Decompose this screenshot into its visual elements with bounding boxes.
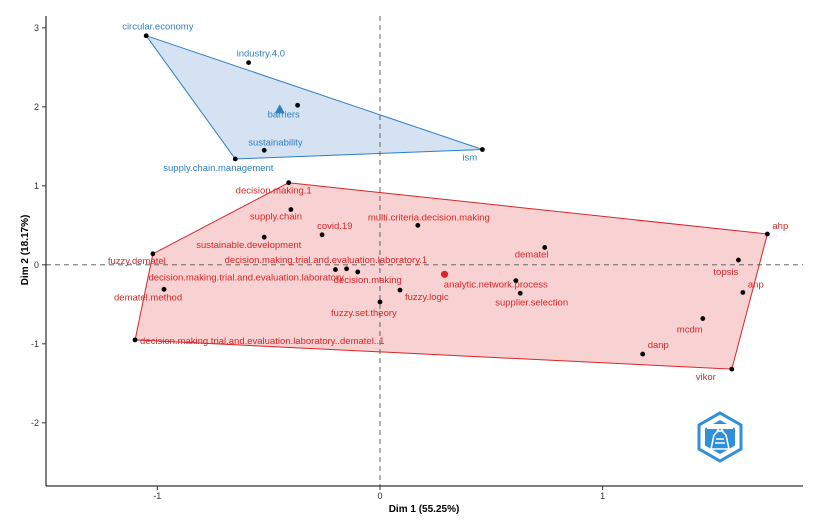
point-sustainability: [261, 147, 267, 153]
point-sustainable-development: [261, 234, 267, 240]
label-decision-making-trial-and-evaluation-laboratory-dematel-1: decision.making.trial.and.evaluation.lab…: [140, 336, 384, 347]
point-fuzzy-dematel: [150, 251, 156, 257]
label-dematel: dematel: [515, 249, 549, 260]
cluster-2-hull: [134, 182, 769, 370]
y-tick-label: 2: [34, 102, 39, 112]
y-tick-label: 0: [34, 260, 39, 270]
point-anp: [740, 290, 746, 295]
label-sustainable-development: sustainable.development: [196, 240, 301, 251]
label-supplier-selection: supplier.selection: [495, 297, 568, 308]
label-barriers: barriers: [268, 109, 300, 120]
label-decision-making: decision.making: [334, 275, 402, 286]
y-tick-label: -2: [31, 418, 39, 428]
label-fuzzy-dematel: fuzzy.dematel: [108, 256, 166, 267]
point-supplier-selection: [517, 290, 523, 296]
point-decision-making-trial-and-evaluation-laboratory-1: [344, 266, 349, 272]
cluster-1-centroid: [274, 104, 285, 114]
point-dematel: [542, 245, 548, 250]
label-vikor: vikor: [696, 372, 716, 383]
y-tick-label: -1: [31, 339, 39, 349]
label-supply-chain-management: supply.chain.management: [163, 163, 274, 174]
label-analytic-network-process: analytic.network.process: [444, 280, 548, 291]
x-tick-label: -1: [153, 491, 161, 501]
label-supply-chain: supply.chain: [250, 212, 302, 223]
point-decision-making-1: [286, 180, 292, 186]
point-fuzzy-set-theory: [377, 299, 383, 305]
point-barriers: [295, 102, 300, 108]
x-tick-label: 1: [600, 491, 605, 501]
point-dematel-method: [161, 286, 167, 292]
point-labels: circular.economy industry.4.0 barriers sust…: [108, 22, 788, 383]
x-tick-label: 0: [377, 491, 382, 501]
label-ism: ism: [462, 152, 477, 163]
bibliometrix-logo: [697, 411, 743, 463]
point-ism: [479, 147, 485, 152]
point-danp: [640, 351, 646, 357]
label-dematel-method: dematel.method: [114, 292, 182, 303]
y-tick-label: 1: [34, 181, 39, 191]
point-supply-chain-management: [232, 156, 238, 162]
data-points: [132, 33, 770, 372]
label-decision-making-1: decision.making.1: [236, 186, 312, 197]
y-axis-title: Dim 2 (18.17%): [20, 215, 31, 286]
point-ahp: [764, 231, 770, 237]
label-decision-making-trial-and-evaluation-laboratory: decision.making.trial.and.evaluation.lab…: [148, 273, 344, 284]
label-fuzzy-set-theory: fuzzy.set.theory: [331, 308, 397, 319]
point-circular-economy: [143, 33, 149, 39]
label-anp: anp: [748, 279, 764, 290]
point-multi-criteria-decision-making: [415, 222, 421, 228]
point-covid-19: [319, 232, 325, 238]
point-supply-chain: [288, 207, 294, 212]
label-industry-4-0: industry.4.0: [237, 49, 285, 60]
y-tick-label: 3: [34, 23, 39, 33]
point-fuzzy-logic: [397, 287, 403, 293]
label-ahp: ahp: [772, 221, 788, 232]
label-decision-making-trial-and-evaluation-laboratory-1: decision.making.trial.and.evaluation.lab…: [225, 255, 428, 266]
cluster-1-hull: [144, 34, 483, 160]
cluster-2-centroid: [440, 270, 449, 278]
cluster-hulls: [134, 34, 769, 370]
axes: -1 0 1 -2 -1 0 1 2 3: [31, 16, 803, 501]
point-mcdm: [700, 316, 706, 321]
label-covid-19: covid.19: [317, 221, 352, 232]
x-axis-title: Dim 1 (55.25%): [389, 504, 460, 515]
reference-lines: [46, 16, 803, 486]
label-multi-criteria-decision-making: multi.criteria.decision.making: [368, 212, 490, 223]
label-danp: danp: [648, 340, 669, 351]
point-decision-making-trial-and-evaluation-laboratory: [333, 267, 338, 272]
label-topsis: topsis: [713, 267, 738, 278]
point-decision-making: [355, 269, 361, 275]
point-analytic-network-process: [513, 278, 519, 284]
label-mcdm: mcdm: [677, 325, 703, 336]
label-circular-economy: circular.economy: [122, 22, 194, 33]
label-sustainability: sustainability: [248, 137, 303, 148]
point-industry-4-0: [246, 60, 252, 66]
point-decision-making-trial-and-evaluation-laboratory-dematel-1: [132, 337, 138, 343]
label-fuzzy-logic: fuzzy.logic: [405, 292, 449, 303]
point-vikor: [729, 366, 735, 372]
point-topsis: [736, 257, 741, 263]
